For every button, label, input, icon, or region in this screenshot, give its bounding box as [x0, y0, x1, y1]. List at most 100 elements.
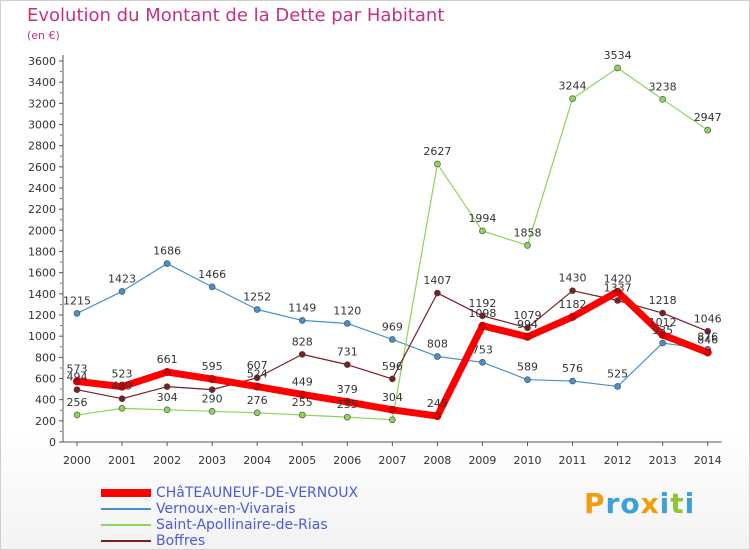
- x-tick-label: 2002: [153, 454, 181, 467]
- data-point: [434, 289, 441, 297]
- legend-swatch: [101, 524, 151, 526]
- data-point: [479, 359, 486, 366]
- data-point: [523, 332, 532, 341]
- x-tick-label: 2010: [514, 454, 542, 467]
- data-point: [343, 413, 351, 421]
- data-label: 1192: [468, 297, 496, 310]
- data-point: [703, 348, 712, 357]
- data-point: [208, 386, 216, 393]
- data-label: 1215: [63, 294, 91, 307]
- data-label: 1858: [514, 226, 542, 239]
- data-point: [73, 377, 81, 386]
- legend-label: Saint-Apollinaire-de-Rias: [156, 517, 328, 533]
- proxiti-logo: Proxiti: [584, 487, 696, 520]
- data-label: 2627: [423, 145, 451, 158]
- data-point: [73, 411, 81, 419]
- data-label: 449: [292, 375, 313, 388]
- x-tick-label: 2007: [378, 454, 406, 467]
- y-tick-label: 2800: [28, 140, 56, 153]
- y-tick-label: 1800: [28, 246, 56, 259]
- data-label: 524: [247, 368, 268, 381]
- data-point: [163, 260, 171, 267]
- data-label: 276: [247, 394, 268, 407]
- data-point: [208, 283, 216, 291]
- data-point: [433, 412, 442, 421]
- data-label: 1012: [649, 316, 677, 329]
- series-line-boffres: [76, 290, 709, 400]
- data-label: 290: [202, 392, 223, 405]
- data-label: 876: [697, 330, 718, 343]
- data-point: [569, 287, 576, 294]
- data-point: [479, 227, 486, 235]
- data-label: 3244: [559, 80, 587, 93]
- data-label: 753: [472, 343, 493, 356]
- data-point: [658, 330, 667, 339]
- data-label: 1420: [604, 273, 632, 286]
- legend-label: Vernoux-en-Vivarais: [156, 501, 296, 517]
- legend-label: Boffres: [156, 533, 206, 549]
- data-label: 2947: [694, 111, 722, 124]
- data-label: 808: [427, 337, 448, 350]
- data-label: 935: [652, 324, 673, 337]
- data-label: 607: [247, 359, 268, 372]
- unit-label: (en €): [27, 29, 60, 42]
- data-label: 1079: [514, 309, 542, 322]
- data-label: 3534: [604, 49, 632, 62]
- data-point: [388, 405, 397, 414]
- data-label: 1994: [468, 212, 496, 225]
- data-label: 589: [517, 361, 538, 374]
- data-label: 596: [382, 360, 403, 373]
- data-point: [704, 126, 712, 134]
- data-point: [343, 320, 351, 327]
- x-tick-label: 2005: [288, 454, 316, 467]
- x-tick-label: 2009: [468, 454, 496, 467]
- data-label: 994: [517, 318, 538, 331]
- data-label: 969: [382, 320, 403, 333]
- y-tick-label: 200: [35, 415, 56, 428]
- y-tick-label: 600: [35, 373, 56, 386]
- data-point: [253, 409, 261, 417]
- x-tick-label: 2014: [694, 454, 722, 467]
- data-point: [208, 375, 217, 384]
- data-point: [163, 383, 171, 390]
- data-label: 255: [292, 396, 313, 409]
- data-label: 661: [157, 353, 178, 366]
- data-point: [163, 368, 172, 377]
- data-label: 731: [337, 346, 358, 359]
- data-point: [118, 395, 126, 403]
- data-label: 1423: [108, 272, 136, 285]
- data-label: 1098: [468, 307, 496, 320]
- data-point: [434, 160, 441, 168]
- y-tick-label: 2600: [28, 161, 56, 174]
- data-point: [73, 386, 81, 394]
- y-tick-label: 800: [35, 351, 56, 364]
- data-label: 494: [67, 371, 88, 384]
- data-point: [614, 64, 621, 72]
- data-point: [704, 327, 712, 335]
- data-label: 1149: [288, 301, 316, 314]
- data-label: 304: [157, 391, 178, 404]
- x-tick-label: 2004: [243, 454, 271, 467]
- data-point: [478, 321, 487, 330]
- data-point: [298, 390, 307, 399]
- data-label: 1182: [559, 298, 587, 311]
- data-point: [298, 351, 306, 358]
- data-label: 1686: [153, 245, 181, 258]
- data-label: 1120: [333, 304, 361, 317]
- data-label: 1430: [559, 272, 587, 285]
- data-point: [434, 353, 441, 360]
- data-label: 256: [67, 396, 88, 409]
- y-tick-label: 2400: [28, 182, 56, 195]
- data-label: 1466: [198, 268, 226, 281]
- y-tick-label: 3000: [28, 119, 56, 132]
- x-tick-label: 2011: [559, 454, 587, 467]
- data-point: [208, 408, 216, 415]
- data-label: 846: [697, 333, 718, 346]
- data-point: [253, 306, 261, 313]
- data-point: [389, 375, 396, 383]
- legend-swatch: [101, 540, 151, 542]
- x-tick-label: 2012: [604, 454, 632, 467]
- data-point: [118, 405, 126, 412]
- data-point: [614, 383, 621, 390]
- data-point: [73, 310, 81, 317]
